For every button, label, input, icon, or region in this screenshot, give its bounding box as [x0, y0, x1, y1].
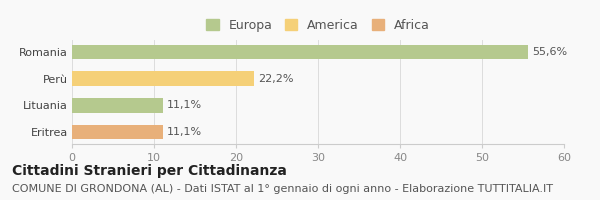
Text: 11,1%: 11,1%	[167, 100, 202, 110]
Text: Cittadini Stranieri per Cittadinanza: Cittadini Stranieri per Cittadinanza	[12, 164, 287, 178]
Text: 22,2%: 22,2%	[258, 74, 293, 84]
Bar	[72, 71, 254, 86]
Text: 55,6%: 55,6%	[532, 47, 567, 57]
Text: COMUNE DI GRONDONA (AL) - Dati ISTAT al 1° gennaio di ogni anno - Elaborazione T: COMUNE DI GRONDONA (AL) - Dati ISTAT al …	[12, 184, 553, 194]
Bar	[72, 45, 528, 59]
Bar	[72, 125, 163, 139]
Text: 11,1%: 11,1%	[167, 127, 202, 137]
Bar	[72, 98, 163, 113]
Legend: Europa, America, Africa: Europa, America, Africa	[206, 19, 430, 32]
